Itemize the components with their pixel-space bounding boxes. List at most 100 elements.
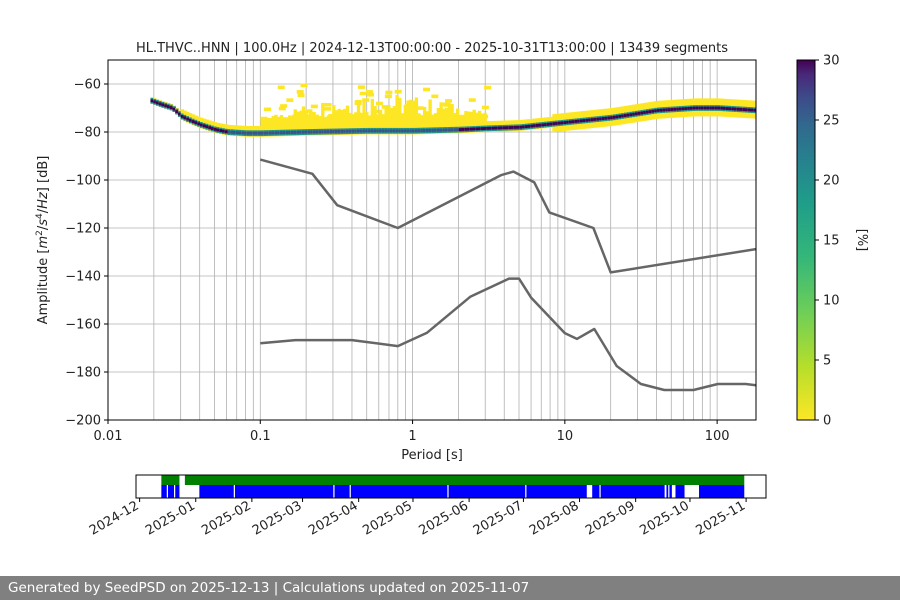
timeline-tick-label: 2025-11	[694, 498, 749, 538]
heat-cell	[249, 131, 253, 135]
heat-cell	[310, 112, 314, 136]
heat-cell	[692, 106, 697, 110]
heat-cell	[370, 129, 375, 133]
data-gap	[166, 485, 168, 498]
heat-cell	[442, 115, 450, 119]
heat-cell	[533, 124, 537, 128]
heat-cell	[323, 107, 331, 111]
heat-cell	[466, 127, 471, 131]
heat-cell	[334, 110, 342, 114]
x-tick-label: 0.01	[94, 429, 123, 444]
heat-cell	[376, 129, 380, 133]
heat-cell	[279, 115, 284, 137]
heat-cell	[461, 128, 465, 131]
heat-cell	[367, 129, 372, 133]
heat-cell	[161, 103, 165, 107]
heat-cell	[455, 128, 460, 132]
x-tick-label: 100	[705, 429, 730, 444]
heat-cell	[274, 114, 278, 137]
heat-cell	[345, 105, 350, 135]
heat-cell	[282, 131, 286, 135]
heat-cell	[230, 130, 234, 134]
heat-cell	[416, 106, 424, 110]
heat-cell	[444, 99, 452, 103]
heat-cell	[621, 114, 625, 118]
heat-cell	[373, 106, 377, 135]
heat-cell	[728, 107, 732, 111]
heat-cell	[158, 102, 163, 106]
heat-cell	[681, 107, 686, 111]
heat-cell	[188, 118, 193, 122]
heat-cell	[384, 94, 392, 99]
heat-cell	[150, 99, 154, 103]
y-tick-label: −160	[65, 318, 101, 333]
heat-cell	[268, 131, 273, 135]
heat-cell	[300, 83, 308, 88]
heat-cell	[282, 117, 286, 137]
heat-cell	[279, 131, 284, 135]
heat-cell	[640, 111, 644, 115]
data-bar	[592, 485, 665, 498]
heat-cell	[464, 127, 468, 131]
heat-cell	[744, 108, 749, 112]
colorbar-tick-label: 25	[823, 114, 840, 129]
heat-cell	[354, 129, 358, 133]
y-tick-label: −100	[65, 174, 101, 189]
heat-cell	[310, 130, 314, 134]
heat-cell	[747, 108, 752, 112]
timeline-tick-label: 2025-02	[199, 498, 254, 538]
heat-cell	[442, 128, 446, 132]
heat-cell	[323, 116, 328, 136]
heat-cell	[544, 123, 548, 127]
heat-cell	[527, 124, 531, 128]
heat-cell	[717, 106, 721, 110]
y-tick-label: −120	[65, 222, 101, 237]
heat-cell	[634, 112, 639, 116]
heat-cell	[340, 109, 344, 135]
heat-cell	[722, 106, 727, 110]
heat-cell	[191, 120, 196, 124]
heat-cell	[381, 114, 386, 135]
heat-cell	[524, 125, 529, 129]
heat-cell	[552, 122, 556, 126]
heat-cell	[695, 106, 699, 110]
timeline-tick-label: 2025-03	[250, 498, 305, 538]
heat-cell	[354, 99, 362, 104]
heat-cell	[255, 131, 259, 135]
heat-cell	[466, 111, 471, 133]
heat-cell	[367, 115, 372, 135]
heat-cell	[508, 126, 512, 130]
heat-cell	[447, 106, 452, 134]
heat-cell	[557, 121, 562, 125]
colorbar-tick-label: 15	[823, 234, 840, 249]
heat-cell	[555, 121, 559, 125]
heat-cell	[394, 117, 402, 122]
heat-cell	[290, 130, 295, 134]
heat-cell	[301, 130, 306, 134]
x-axis-ticks: 0.01 0.1 1 10 100	[94, 420, 730, 444]
heat-cell	[271, 131, 275, 135]
heat-cell	[211, 127, 215, 130]
heat-cell	[280, 104, 288, 108]
heat-cell	[582, 119, 586, 122]
data-bar	[675, 485, 685, 498]
heat-cell	[213, 127, 218, 131]
y-tick-label: −60	[74, 78, 101, 93]
heat-cell	[453, 128, 457, 132]
heat-cell	[345, 129, 350, 133]
heat-cell	[389, 108, 394, 135]
heat-cell	[481, 105, 489, 110]
heat-cell	[450, 128, 454, 132]
y-tick-label: −80	[74, 126, 101, 141]
heat-cell	[601, 117, 606, 120]
heat-cell	[461, 114, 465, 134]
heat-cell	[307, 130, 311, 134]
heat-cell	[604, 116, 608, 120]
heat-cell	[277, 116, 281, 137]
x-axis-label: Period [s]	[401, 448, 463, 463]
heat-cell	[205, 125, 209, 129]
data-gap	[233, 485, 235, 498]
heat-cell	[615, 115, 619, 119]
heat-cell	[260, 131, 264, 135]
heat-cell	[414, 129, 419, 133]
